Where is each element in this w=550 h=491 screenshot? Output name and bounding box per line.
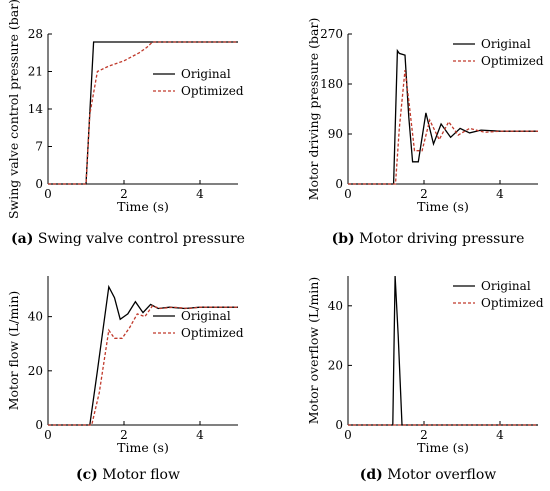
panel-letter: (a) [11,231,33,247]
y-tick-label: 21 [28,65,43,79]
y-tick-label: 28 [28,27,43,41]
y-tick-label: 0 [35,418,43,432]
panel-letter: (b) [332,231,355,247]
x-tick-label: 4 [196,187,204,201]
x-tick-label: 4 [496,428,504,442]
caption-text: Swing valve control pressure [38,231,245,247]
panel-caption: (d) Motor overflow [360,467,497,483]
legend-label-original: Original [481,37,531,51]
legend-label-original: Original [181,67,231,81]
x-tick-label: 2 [420,187,428,201]
legend-label-optimized: Optimized [481,296,544,310]
panel-caption: (b) Motor driving pressure [332,231,525,247]
chart-panel-2: 0 2 4 0 90 180 270 Time (s) Motor driving pressu… [306,18,544,247]
x-tick-label: 4 [196,428,204,442]
series-line-optimized [348,70,538,185]
caption-text: Motor flow [102,467,180,483]
x-axis-label: Time (s) [417,440,469,455]
series-line-optimized [48,41,238,185]
legend-label-optimized: Optimized [181,84,244,98]
y-tick-label: 270 [320,27,343,41]
panel-caption: (c) Motor flow [76,467,180,483]
series-line-original [48,41,238,185]
caption-text: Motor driving pressure [359,231,524,247]
x-axis-label: Time (s) [117,199,169,214]
x-tick-label: 4 [496,187,504,201]
x-tick-label: 0 [344,187,352,201]
panel-letter: (d) [360,467,383,483]
legend-label-optimized: Optimized [181,326,244,340]
legend-label-original: Original [181,309,231,323]
y-axis-label: Motor overflow (L/min) [306,277,321,425]
x-tick-label: 2 [120,428,128,442]
y-tick-label: 7 [35,140,43,154]
y-axis-label: Motor flow (L/min) [6,291,21,411]
legend-label-original: Original [481,279,531,293]
y-tick-label: 90 [328,127,343,141]
panel-letter: (c) [76,467,98,483]
y-tick-label: 0 [35,177,43,191]
series-line-original [348,48,538,185]
y-tick-label: 0 [335,177,343,191]
x-axis-label: Time (s) [117,440,169,455]
y-tick-label: 180 [320,77,343,91]
y-tick-label: 40 [28,310,43,324]
y-axis-label: Motor driving pressure (bar) [306,18,321,201]
x-tick-label: 0 [44,428,52,442]
y-tick-label: 14 [28,102,44,116]
y-axis-label: Swing valve control pressure (bar) [6,0,21,219]
x-tick-label: 0 [44,187,52,201]
x-tick-label: 2 [420,428,428,442]
y-tick-label: 20 [328,358,343,372]
series-line-optimized [48,305,238,426]
panel-caption: (a) Swing valve control pressure [11,231,245,247]
x-tick-label: 0 [344,428,352,442]
y-tick-label: 0 [335,418,343,432]
chart-panel-1: 0 2 4 0 7 14 21 28 Time (s) Swing valve control p… [6,0,245,247]
caption-text: Motor overflow [387,467,496,483]
x-tick-label: 2 [120,187,128,201]
legend-label-optimized: Optimized [481,54,544,68]
x-axis-label: Time (s) [417,199,469,214]
y-tick-label: 40 [328,299,343,313]
y-tick-label: 20 [28,364,43,378]
